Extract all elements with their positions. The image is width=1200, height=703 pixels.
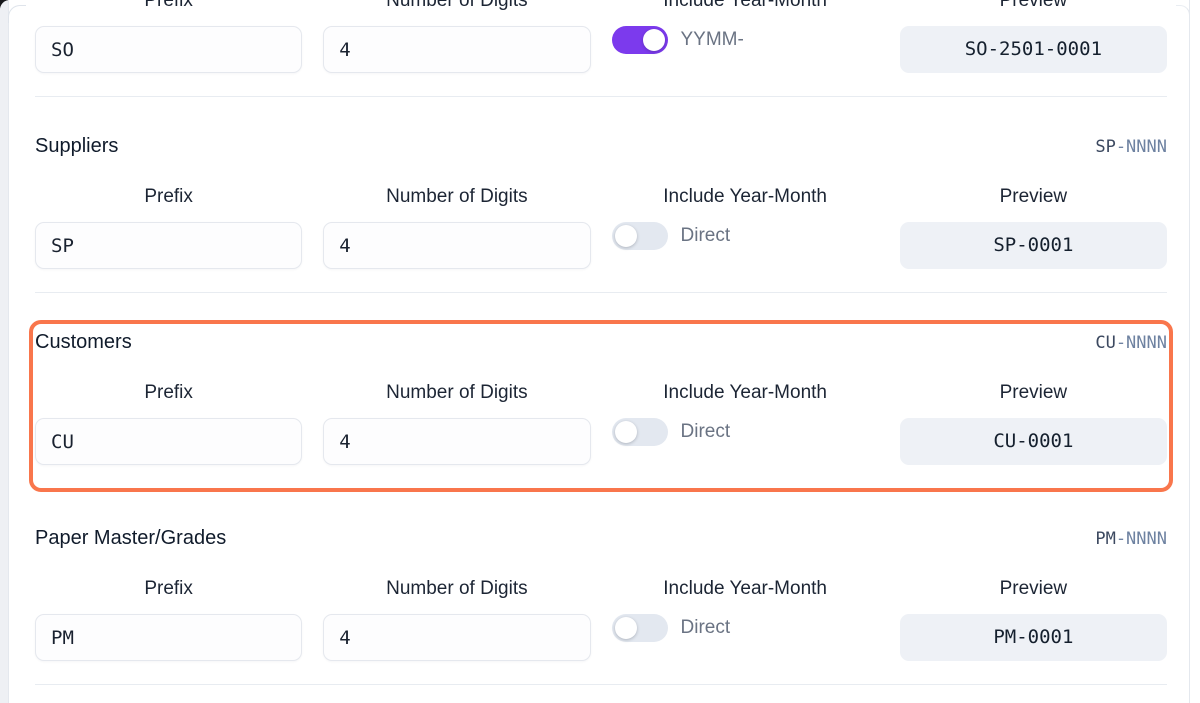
year-month-toggle[interactable] [611,26,668,54]
prefix-input[interactable] [35,222,303,269]
year-month-label: Include Year-Month [663,186,827,207]
digits-label: Number of Digits [386,0,528,11]
section-format-badge: PM-NNNN [1095,529,1167,549]
prefix-input[interactable] [35,26,303,73]
toggle-mode-label: Direct [680,225,731,246]
year-month-column: Include Year-Month Direct [611,382,879,465]
prefix-label: Prefix [144,186,193,207]
year-month-toggle[interactable] [611,418,668,446]
section-title: Suppliers [35,135,119,157]
prefix-label: Prefix [144,0,193,11]
prefix-column: Prefix [35,186,303,269]
toggle-knob [614,617,637,639]
preview-label: Preview [999,186,1068,207]
prefix-label: Prefix [144,382,193,403]
digits-label: Number of Digits [386,578,528,599]
preview-value: SO-2501-0001 [899,26,1167,73]
settings-panel: Prefix Number of Digits Include Year-Mon… [8,0,1190,703]
preview-column: Preview PM-0001 [899,578,1167,661]
year-month-label: Include Year-Month [663,578,827,599]
digits-column: Number of Digits [323,0,591,73]
section-title: Customers [35,331,132,353]
panel-top-right-corner [1176,5,1190,19]
left-gutter [0,0,8,703]
digits-input[interactable] [323,222,591,269]
year-month-toggle[interactable] [611,222,668,250]
digits-input[interactable] [323,614,591,661]
toggle-mode-label: Direct [680,421,731,442]
prefix-input[interactable] [35,614,303,661]
section-format-badge: CU-NNNN [1095,333,1167,353]
year-month-column: Include Year-Month Direct [611,578,879,661]
section-suppliers: Suppliers SP-NNNN Prefix Number of Digit… [35,97,1167,292]
prefix-column: Prefix [35,578,303,661]
section-sales-orders: Prefix Number of Digits Include Year-Mon… [35,0,1167,96]
preview-label: Preview [999,382,1068,403]
section-paper-master-grades: Paper Master/Grades PM-NNNN Prefix Numbe… [35,489,1167,684]
toggle-knob [614,421,637,443]
preview-value: PM-0001 [899,614,1167,661]
prefix-column: Prefix [35,382,303,465]
prefix-label: Prefix [144,578,193,599]
digits-column: Number of Digits [323,186,591,269]
preview-value: SP-0001 [899,222,1167,269]
preview-column: Preview SO-2501-0001 [899,0,1167,73]
year-month-column: Include Year-Month Direct [611,186,879,269]
preview-value: CU-0001 [899,418,1167,465]
preview-label: Preview [999,0,1068,11]
digits-column: Number of Digits [323,382,591,465]
digits-column: Number of Digits [323,578,591,661]
year-month-label: Include Year-Month [663,0,827,11]
year-month-label: Include Year-Month [663,382,827,403]
toggle-knob [642,29,665,51]
panel-top-left-corner [8,5,26,23]
section-divider [35,292,1167,293]
digits-input[interactable] [323,418,591,465]
toggle-knob [614,225,637,247]
section-divider [35,96,1167,97]
digits-label: Number of Digits [386,186,528,207]
year-month-toggle[interactable] [611,614,668,642]
section-divider [35,684,1167,685]
preview-column: Preview CU-0001 [899,382,1167,465]
prefix-column: Prefix [35,0,303,73]
numbering-settings-content: Prefix Number of Digits Include Year-Mon… [9,0,1189,685]
toggle-mode-label: YYMM- [680,29,744,50]
section-format-badge: SP-NNNN [1095,137,1167,157]
preview-label: Preview [999,578,1068,599]
toggle-mode-label: Direct [680,617,731,638]
digits-input[interactable] [323,26,591,73]
section-title: Paper Master/Grades [35,527,227,549]
year-month-column: Include Year-Month YYMM- [611,0,879,73]
preview-column: Preview SP-0001 [899,186,1167,269]
digits-label: Number of Digits [386,382,528,403]
section-customers: Customers CU-NNNN Prefix Number of Digit… [29,293,1173,492]
prefix-input[interactable] [35,418,303,465]
